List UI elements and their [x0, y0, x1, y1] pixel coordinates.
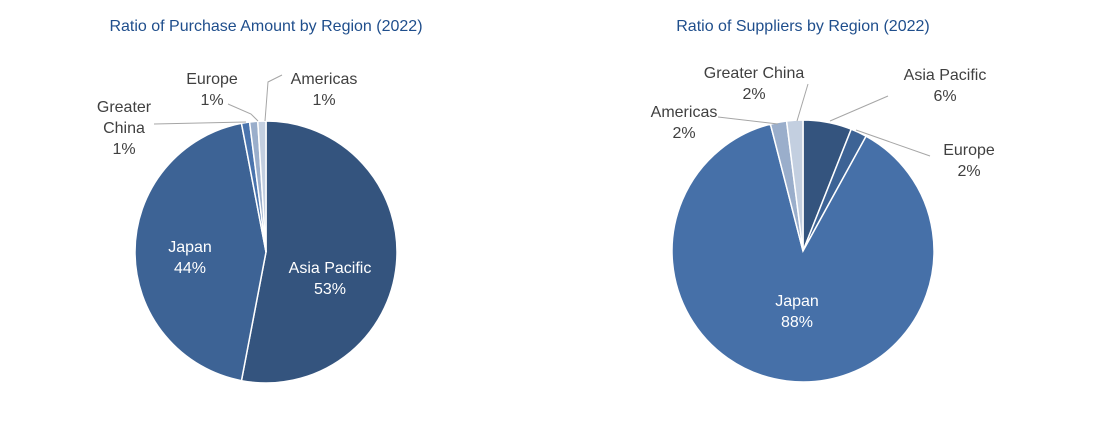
data-label-japan-line: Japan: [775, 293, 819, 310]
data-label-europe: Europe 2%: [943, 142, 995, 180]
leader-line-americas: [717, 116, 779, 125]
leader-line-europe: [227, 103, 259, 122]
data-label-europe-line: 2%: [957, 163, 980, 180]
data-label-americas-line: Americas: [291, 71, 358, 88]
data-label-asia-pacific: Asia Pacific 6%: [904, 67, 987, 105]
pie-slice-americas: [256, 120, 267, 253]
pie-chart-2: Ratio of Suppliers by Region (2022) Asia …: [651, 18, 995, 383]
data-label-japan: Japan 44%: [168, 239, 212, 277]
pie-slice-japan: [671, 123, 935, 383]
data-label-americas-line: Americas: [651, 104, 718, 121]
data-label-europe-line: Europe: [943, 142, 995, 159]
data-label-americas: Americas 2%: [651, 104, 718, 142]
data-label-greater-china-line: Greater: [97, 99, 152, 116]
pie-chart-1: Ratio of Purchase Amount by Region (2022…: [97, 18, 423, 384]
data-label-americas-line: 2%: [672, 125, 695, 142]
data-label-greater-china: Greater China 2%: [704, 65, 805, 103]
data-label-greater-china-line: Greater China: [704, 65, 805, 82]
data-label-japan-line: 44%: [174, 260, 206, 277]
leader-line-greater-china: [796, 83, 809, 122]
chart-title: Ratio of Suppliers by Region (2022): [676, 18, 929, 35]
data-label-americas: Americas 1%: [291, 71, 358, 109]
data-label-europe-line: Europe: [186, 71, 238, 88]
pie-slice-japan: [134, 122, 267, 382]
data-label-japan: Japan 88%: [775, 293, 819, 331]
data-label-greater-china-line: 2%: [742, 86, 765, 103]
chart-title: Ratio of Purchase Amount by Region (2022…: [109, 18, 422, 35]
data-label-japan-line: 88%: [781, 314, 813, 331]
pie-slice-greater-china: [785, 119, 804, 252]
data-label-asia-pacific-line: Asia Pacific: [904, 67, 987, 84]
data-label-europe: Europe 1%: [186, 71, 238, 109]
data-label-asia-pacific-line: 53%: [314, 281, 346, 298]
data-label-greater-china: Greater China 1%: [97, 99, 152, 158]
leader-line-asia-pacific: [829, 95, 889, 122]
leader-line-americas: [264, 74, 283, 122]
pie-slice-asia-pacific: [240, 120, 398, 384]
data-label-japan-line: Japan: [168, 239, 212, 256]
data-label-greater-china-line: 1%: [112, 141, 135, 158]
data-label-greater-china-line: China: [103, 120, 145, 137]
data-label-asia-pacific: Asia Pacific 53%: [289, 260, 372, 298]
data-label-asia-pacific-line: Asia Pacific: [289, 260, 372, 277]
data-label-americas-line: 1%: [312, 92, 335, 109]
data-label-europe-line: 1%: [200, 92, 223, 109]
leader-line-europe: [855, 129, 931, 157]
data-label-asia-pacific-line: 6%: [933, 88, 956, 105]
leader-line-greater-china: [153, 121, 247, 125]
